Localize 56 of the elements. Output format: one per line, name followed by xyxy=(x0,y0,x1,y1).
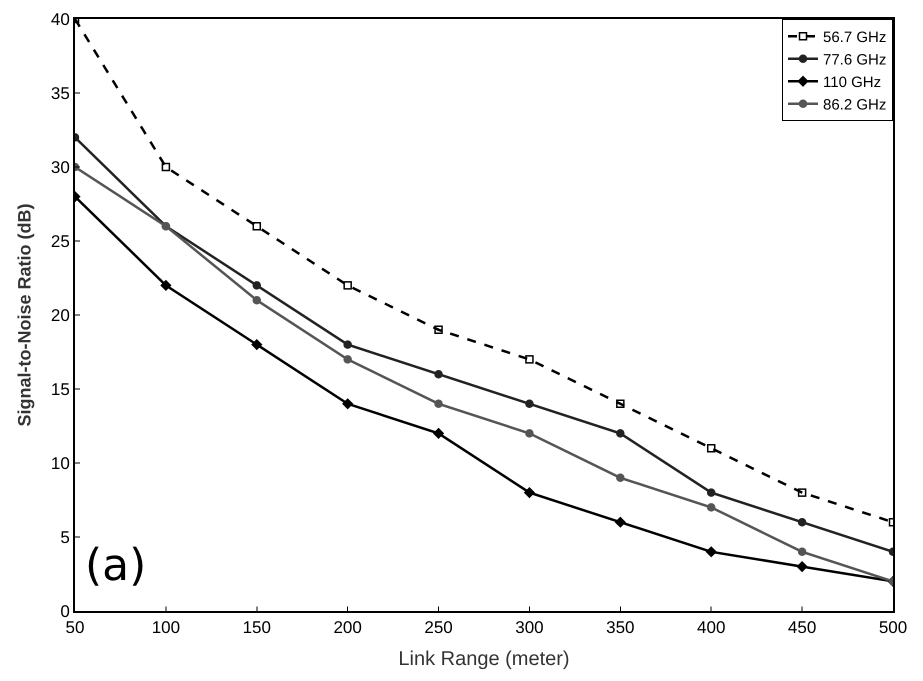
point xyxy=(525,355,534,364)
x-tick-label: 200 xyxy=(333,618,362,638)
y-tick-label: 30 xyxy=(50,158,70,177)
x-tick-label: 300 xyxy=(515,618,544,638)
point xyxy=(252,296,262,304)
point xyxy=(343,355,352,364)
point xyxy=(342,398,353,410)
point xyxy=(706,503,716,512)
y-tick-label: 20 xyxy=(50,306,70,325)
y-tick-label: 5 xyxy=(60,528,70,547)
x-tick-label: 400 xyxy=(697,618,726,638)
legend-label: 86.2 GHz xyxy=(823,96,886,114)
point xyxy=(434,400,443,408)
point xyxy=(798,488,806,497)
x-tick-label: 250 xyxy=(424,618,453,638)
point xyxy=(160,280,172,291)
point xyxy=(434,326,443,334)
point xyxy=(343,340,352,349)
point xyxy=(433,428,444,439)
point xyxy=(706,488,716,497)
point xyxy=(615,516,626,528)
legend-label: 77.6 GHz xyxy=(823,52,886,69)
x-tick-label: 450 xyxy=(788,618,816,638)
point xyxy=(524,487,535,498)
y-tick-label: 25 xyxy=(50,232,70,251)
annotation: (a) xyxy=(85,540,146,591)
legend-label: 56.7 GHz xyxy=(823,29,886,46)
legend-label: 110 GHz xyxy=(823,74,882,92)
point xyxy=(616,474,625,482)
point xyxy=(251,339,262,350)
point xyxy=(162,162,170,172)
point xyxy=(706,444,716,452)
y-tick-label: 10 xyxy=(50,454,70,473)
x-tick-label: 350 xyxy=(606,618,635,638)
point xyxy=(798,518,806,526)
point xyxy=(252,281,262,290)
point xyxy=(798,548,806,556)
point xyxy=(525,400,534,408)
point xyxy=(616,400,625,408)
point xyxy=(525,429,534,438)
point xyxy=(343,281,352,290)
point xyxy=(434,370,443,378)
point xyxy=(706,546,717,558)
point xyxy=(252,222,262,230)
x-axis-title: Link Range (meter) xyxy=(398,648,570,670)
y-tick-label: 0 xyxy=(60,602,70,621)
x-tick-label: 150 xyxy=(242,618,271,638)
y-axis-title: Signal-to-Noise Ratio (dB) xyxy=(14,204,35,426)
x-tick-label: 500 xyxy=(878,618,908,638)
x-tick-label: 50 xyxy=(66,618,84,638)
y-tick-label: 15 xyxy=(50,380,70,399)
point xyxy=(616,429,625,438)
x-tick-label: 100 xyxy=(152,618,180,638)
point xyxy=(796,561,808,572)
y-tick-label: 40 xyxy=(50,10,70,29)
y-tick-label: 35 xyxy=(50,84,70,103)
